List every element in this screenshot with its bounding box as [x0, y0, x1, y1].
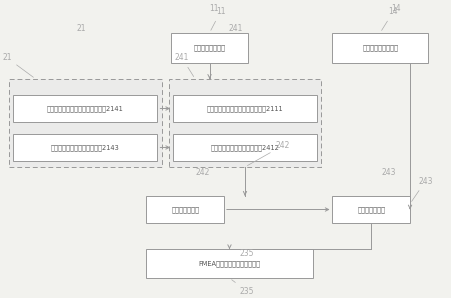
Text: 11: 11: [209, 4, 218, 13]
Text: 参数计算相关数据提取子模板2143: 参数计算相关数据提取子模板2143: [51, 144, 120, 151]
Text: 分析模式存储子单元: 分析模式存储子单元: [361, 45, 397, 51]
Text: 失效数据计算相关数据提取子模板2141: 失效数据计算相关数据提取子模板2141: [47, 105, 124, 112]
Text: 产品失效数据仓库: 产品失效数据仓库: [193, 45, 225, 51]
Text: 242: 242: [195, 168, 210, 177]
Text: 235: 235: [239, 249, 254, 258]
Text: 235: 235: [231, 280, 254, 296]
Bar: [146, 196, 223, 223]
Bar: [332, 33, 427, 63]
Bar: [173, 134, 316, 161]
Text: 21: 21: [76, 24, 86, 33]
Text: 14: 14: [381, 7, 397, 30]
Text: 243: 243: [381, 168, 396, 177]
Bar: [146, 249, 312, 278]
Text: 失效数据计算相关数据提取子模板2111: 失效数据计算相关数据提取子模板2111: [206, 105, 283, 112]
Bar: [332, 196, 409, 223]
Bar: [14, 134, 157, 161]
Text: 243: 243: [411, 176, 432, 201]
Text: 求解处理子单元: 求解处理子单元: [356, 206, 384, 213]
Text: 参数计算相关数据提取子模板2412: 参数计算相关数据提取子模板2412: [210, 144, 279, 151]
Text: 242: 242: [247, 141, 289, 166]
Text: FMEA数据条控处理组及子单元: FMEA数据条控处理组及子单元: [198, 260, 260, 267]
Text: 241: 241: [174, 53, 193, 77]
Bar: [170, 33, 248, 63]
Bar: [173, 95, 316, 122]
Text: 参数拟合子单元: 参数拟合子单元: [171, 206, 199, 213]
Bar: [168, 79, 321, 167]
Bar: [14, 95, 157, 122]
Text: 14: 14: [390, 4, 400, 13]
Bar: [9, 79, 161, 167]
Text: 11: 11: [210, 7, 225, 30]
Text: 241: 241: [229, 24, 243, 33]
Text: 21: 21: [2, 53, 33, 77]
